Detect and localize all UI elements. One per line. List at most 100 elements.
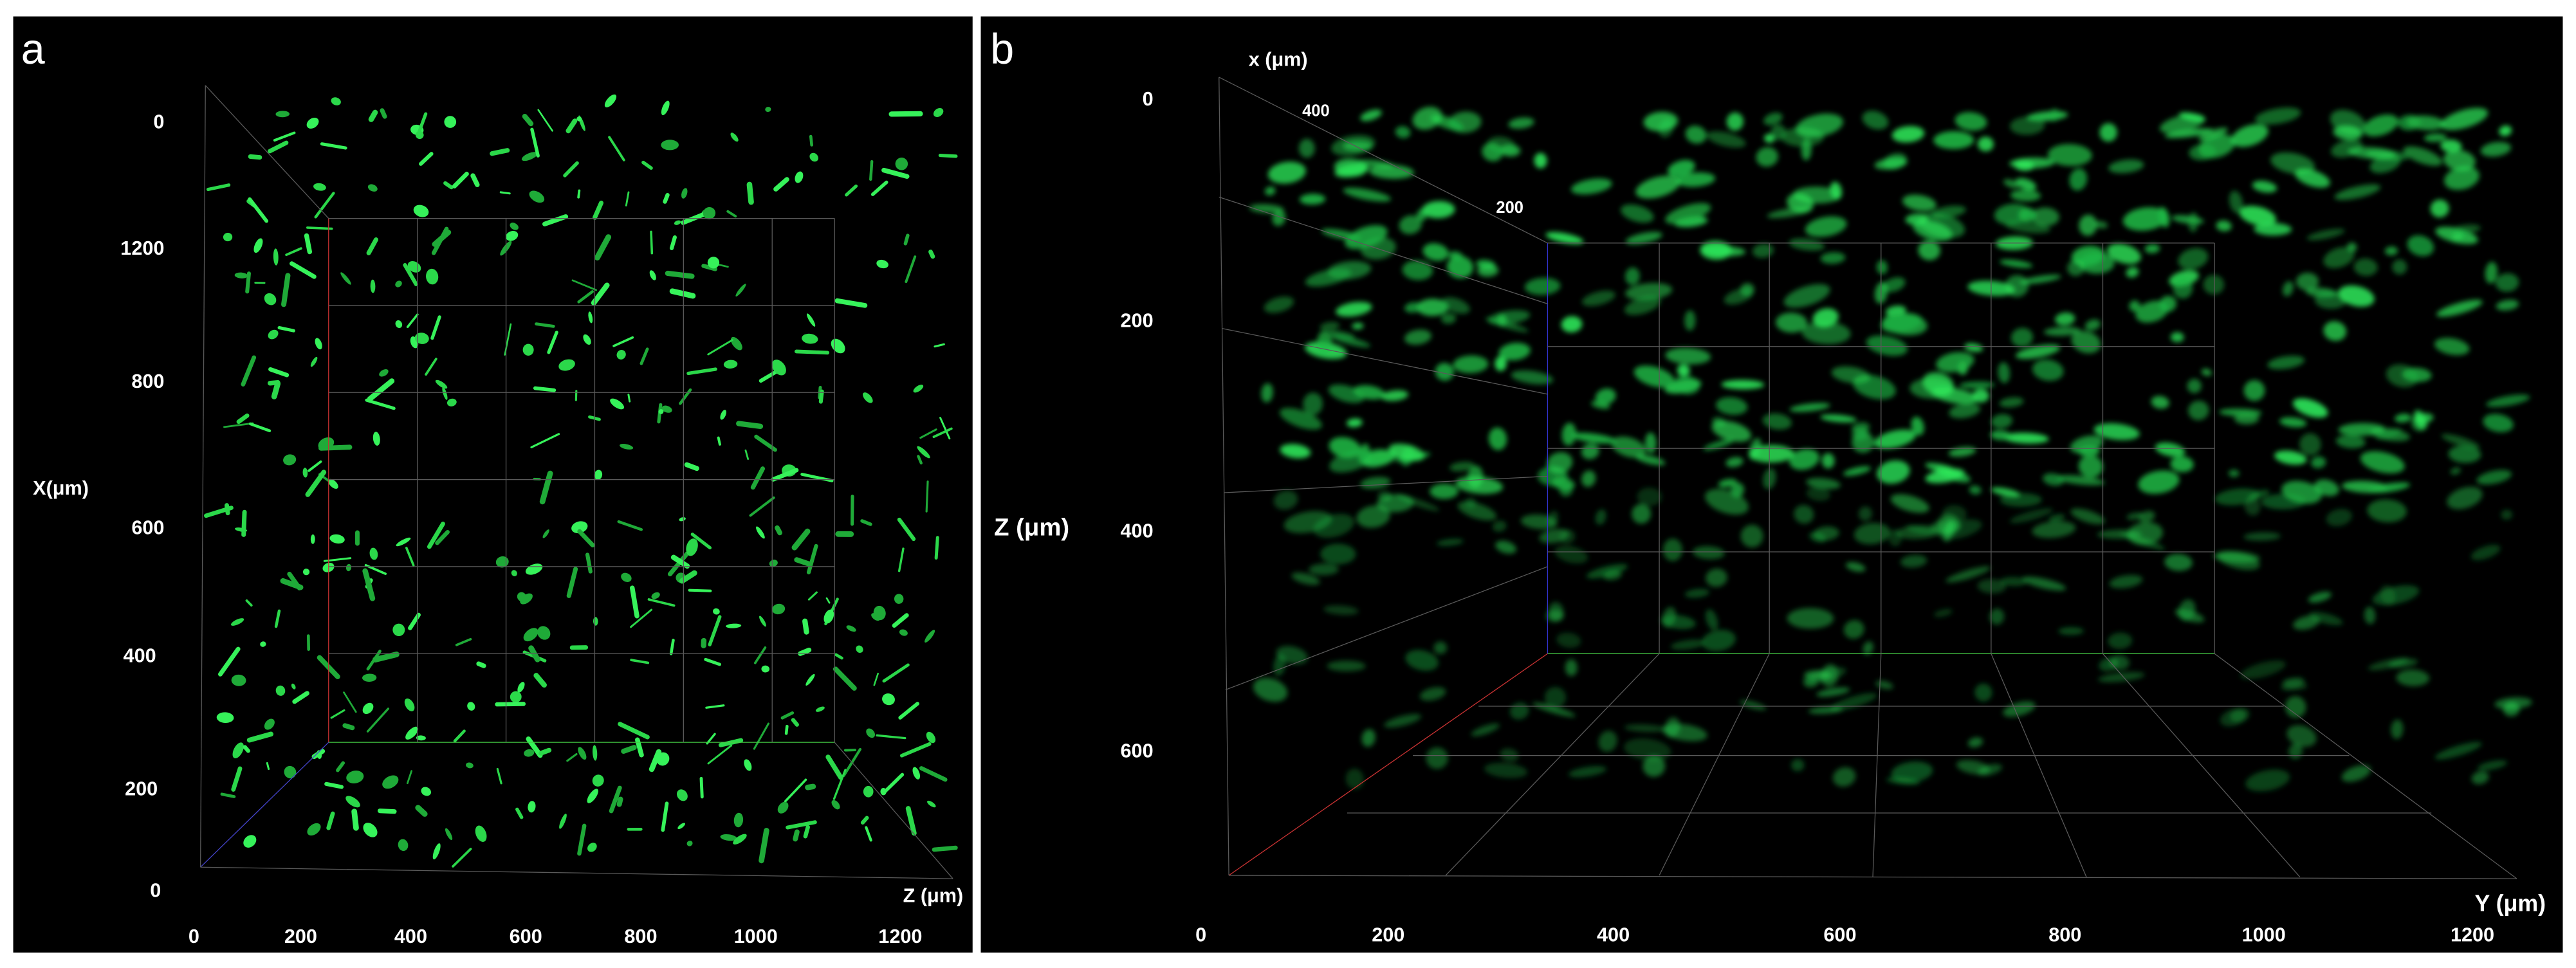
cell — [268, 367, 290, 378]
cell — [674, 220, 681, 225]
cell — [1595, 509, 1606, 525]
cell — [1913, 220, 1953, 241]
tick-label: 400 — [124, 644, 156, 666]
cell — [315, 338, 322, 350]
cell — [2055, 312, 2075, 326]
cell — [362, 568, 376, 601]
cell — [1705, 609, 1718, 630]
cell — [324, 781, 344, 789]
cell — [1395, 126, 1411, 138]
cell — [650, 230, 654, 255]
cell — [2430, 199, 2449, 218]
cell — [406, 770, 413, 785]
cell — [1309, 563, 1339, 576]
tick-label: 1000 — [2242, 924, 2286, 946]
cell — [720, 834, 737, 841]
cell — [2248, 489, 2270, 500]
cell — [2434, 338, 2470, 356]
cell — [1794, 504, 1814, 524]
cell — [280, 578, 304, 590]
cell — [1684, 589, 1710, 598]
cell — [871, 613, 880, 621]
cell — [630, 608, 653, 628]
cell — [2094, 221, 2108, 229]
cell — [2394, 414, 2412, 423]
cell — [616, 349, 626, 360]
cell — [1404, 302, 1422, 313]
cell — [1882, 277, 1906, 293]
cell — [2450, 224, 2481, 235]
cell — [571, 521, 588, 534]
tick-label: 600 — [1823, 924, 1856, 946]
cell — [1405, 650, 1439, 671]
cell — [1388, 443, 1425, 461]
cell — [1581, 443, 1599, 459]
cell — [1922, 372, 1954, 396]
cell — [2306, 228, 2345, 241]
cell — [406, 313, 419, 329]
cell — [2178, 248, 2209, 269]
cell — [1670, 639, 1706, 650]
cell — [2198, 127, 2228, 141]
cell — [1740, 524, 1763, 548]
cell — [1796, 113, 1843, 138]
cell — [2310, 456, 2326, 468]
cell — [846, 625, 856, 632]
cell — [243, 835, 257, 848]
cell — [585, 552, 593, 574]
cell — [1888, 529, 1902, 547]
cell — [413, 205, 429, 217]
cell — [592, 200, 604, 220]
cell — [515, 807, 524, 819]
cell — [248, 154, 262, 160]
cell — [670, 554, 690, 569]
cell — [330, 709, 345, 719]
cell — [794, 349, 830, 355]
cell — [320, 142, 347, 150]
cell — [2178, 112, 2206, 122]
cell — [533, 386, 557, 392]
cell — [2216, 220, 2232, 232]
cell — [919, 766, 948, 782]
cell — [1949, 403, 1981, 419]
cell — [537, 626, 551, 640]
cell — [1763, 134, 1775, 143]
cell — [1933, 131, 1974, 149]
cell — [2362, 114, 2398, 136]
cell — [446, 398, 457, 406]
cell — [2254, 223, 2292, 236]
cell — [759, 616, 766, 627]
cell — [726, 623, 742, 628]
cell — [934, 536, 939, 560]
wireframe-a — [199, 85, 953, 879]
axis-title: X(μm) — [33, 477, 89, 499]
cell — [932, 427, 953, 439]
cell — [2228, 470, 2240, 477]
cell — [510, 223, 519, 230]
cell — [2440, 140, 2462, 152]
cell — [2108, 159, 2144, 174]
tick-label: 0 — [189, 926, 199, 947]
cell — [1595, 388, 1616, 405]
cell — [396, 537, 411, 547]
cell — [2292, 398, 2328, 418]
cell — [1381, 390, 1409, 401]
cell — [1621, 204, 1654, 223]
cell — [2003, 701, 2036, 717]
cell — [563, 161, 579, 178]
cell — [750, 466, 766, 490]
cell — [403, 263, 418, 286]
cell — [1804, 670, 1832, 680]
cell — [435, 379, 448, 389]
cell — [1791, 759, 1805, 772]
cell — [2032, 521, 2076, 538]
cell — [583, 334, 591, 345]
cell — [753, 722, 770, 750]
cell — [490, 148, 510, 156]
cell — [1703, 439, 1734, 451]
cell — [1352, 322, 1364, 330]
cell — [1511, 370, 1554, 385]
cell — [834, 298, 868, 308]
cell — [218, 646, 241, 677]
cell — [241, 355, 257, 387]
